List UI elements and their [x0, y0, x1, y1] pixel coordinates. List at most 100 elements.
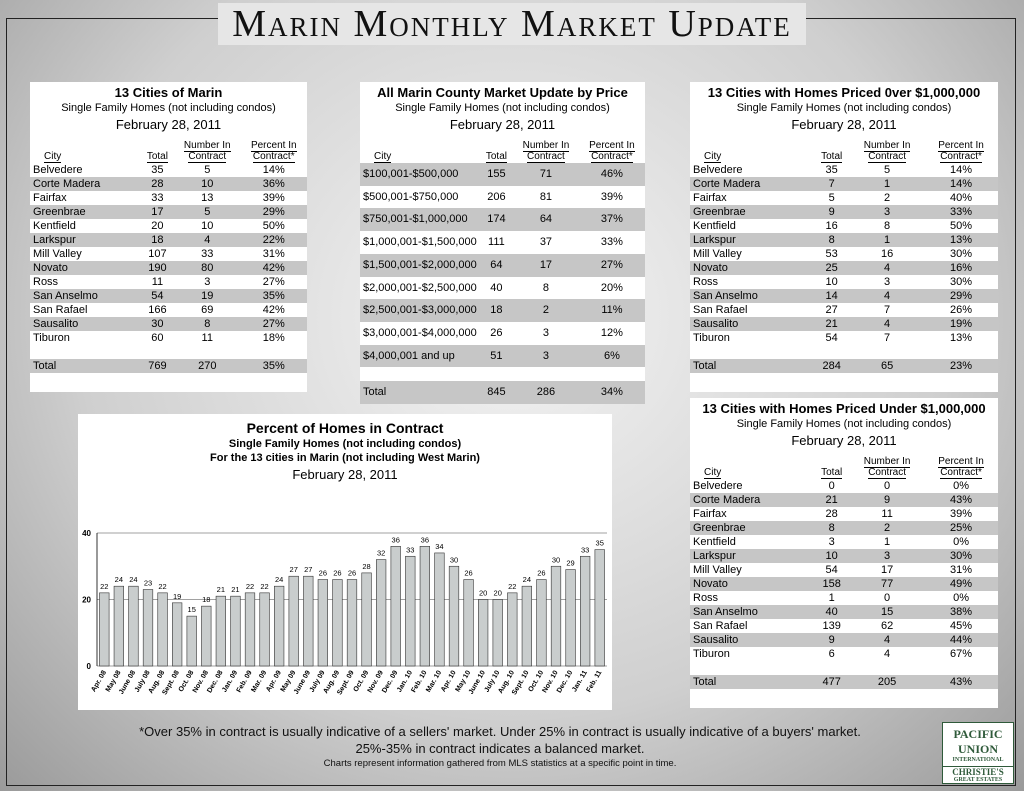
cell: 34%: [578, 381, 645, 405]
cell: 30%: [924, 549, 998, 563]
cell: 5: [828, 192, 835, 204]
table-date: February 28, 2011: [449, 117, 556, 132]
table-row: San Rafael 139 62 45%: [690, 619, 998, 633]
bar: [405, 555, 416, 667]
cell: San Anselmo: [30, 289, 141, 303]
table-subtitle: Single Family Homes (not including condo…: [736, 418, 952, 430]
cell: 18: [140, 233, 175, 247]
cell: 29%: [240, 205, 307, 219]
data-table: City Total Number In Contract Percent In Co…: [690, 140, 998, 373]
cell: 22%: [240, 233, 307, 247]
column-header: Total: [813, 456, 850, 479]
value-label: 26: [348, 569, 356, 578]
cell: 3: [204, 276, 211, 288]
bar: [244, 592, 256, 667]
value-label: 24: [523, 575, 531, 584]
value-label: 26: [464, 569, 472, 578]
cell: 3: [542, 326, 549, 339]
cell: Novato: [690, 577, 814, 591]
value-label: 29: [566, 559, 574, 568]
cell: 107: [148, 248, 167, 260]
page-title: Marin Monthly Market Update: [0, 2, 1024, 46]
table-row: Belvedere 35 5 14%: [30, 163, 307, 177]
table-row: Novato 25 4 16%: [690, 261, 998, 275]
cell: Kentfield: [693, 536, 736, 548]
value-label: 23: [144, 579, 152, 588]
cell: 27%: [262, 276, 285, 288]
table-row: $100,001-$500,000 155 71 46%: [360, 163, 645, 186]
cell: 29%: [924, 289, 998, 303]
cell: Fairfax: [33, 192, 67, 204]
cell: San Rafael: [33, 304, 88, 316]
data-table: City Total Number In Contract Percent In Co…: [360, 140, 645, 405]
cell: Total: [690, 675, 814, 689]
table-row: Ross 10 3 30%: [690, 275, 998, 289]
cell: 3: [828, 536, 835, 548]
cell: Greenbrae: [690, 205, 814, 219]
spacer: [690, 661, 998, 675]
cell: 6%: [578, 344, 645, 368]
column-header-text: Total: [821, 467, 843, 479]
table-row: Tiburon 6 4 67%: [690, 647, 998, 661]
cell: $2,500,001-$3,000,000: [360, 299, 480, 322]
table-row: $1,500,001-$2,000,000 64 17 27%: [360, 253, 645, 277]
value-label: 33: [406, 545, 414, 554]
chart-subtitle: For the 13 cities in Marin (not includin…: [210, 452, 480, 464]
table-row: $3,000,001-$4,000,000 26 3 12%: [360, 322, 645, 345]
cell: 769: [140, 359, 175, 373]
cell: 28: [140, 177, 175, 191]
cell: 39%: [262, 192, 285, 204]
bar: [99, 592, 110, 667]
cell: 35%: [240, 289, 307, 303]
cell: 33: [201, 248, 214, 260]
cell: 205: [850, 675, 925, 689]
cell: Mill Valley: [33, 248, 82, 260]
bar: [157, 592, 168, 667]
cell: 28: [825, 508, 838, 520]
cell: 155: [479, 163, 514, 186]
table-row: Greenbrae 8 2 25%: [690, 521, 998, 535]
column-header: Percent In Contract*: [241, 140, 308, 163]
bar: [390, 546, 401, 667]
spacer-row: [690, 345, 998, 359]
bar: [463, 579, 474, 667]
value-label: 30: [450, 555, 458, 564]
table-row: $1,000,001-$1,500,000 111 37 33%: [360, 231, 645, 254]
table-row: $500,001-$750,000 206 81 39%: [360, 186, 645, 209]
cell: 2: [513, 299, 579, 322]
bar: [521, 585, 532, 667]
spacer-row: [30, 345, 307, 359]
spacer: [30, 345, 307, 359]
value-label: 33: [581, 545, 589, 554]
cell: Larkspur: [690, 233, 814, 247]
column-header: Number In Contract: [850, 140, 924, 163]
column-header: City: [690, 456, 813, 479]
cell: 26: [490, 326, 503, 339]
table-row: Greenbrae 17 5 29%: [30, 205, 307, 219]
value-label: 15: [188, 605, 196, 614]
table-row: Larkspur 10 3 30%: [690, 549, 998, 563]
cell: 60: [151, 332, 164, 344]
cell: San Anselmo: [690, 605, 814, 619]
cell: 158: [813, 577, 851, 591]
cell: 27%: [578, 253, 645, 277]
bar: [580, 555, 591, 667]
cell: 27%: [240, 317, 307, 331]
cell: Corte Madera: [690, 493, 814, 507]
table-row: San Rafael 166 69 42%: [30, 303, 307, 317]
cell: 39%: [950, 508, 973, 520]
cell: 37%: [578, 208, 645, 232]
value-label: 36: [392, 535, 400, 544]
bar: [492, 599, 503, 667]
cell: 4: [884, 648, 891, 660]
value-label: 21: [217, 585, 225, 594]
header-row: City Total Number In Contract Percent In Co…: [30, 140, 307, 163]
table-row: Sausalito 21 4 19%: [690, 317, 998, 331]
table-row: Greenbrae 9 3 33%: [690, 205, 998, 219]
table-row: Sausalito 30 8 27%: [30, 317, 307, 331]
cell: 2: [850, 521, 925, 535]
cell: 16: [880, 248, 894, 260]
cell: 286: [513, 381, 579, 405]
logo-text: GREAT ESTATES: [953, 777, 1003, 783]
